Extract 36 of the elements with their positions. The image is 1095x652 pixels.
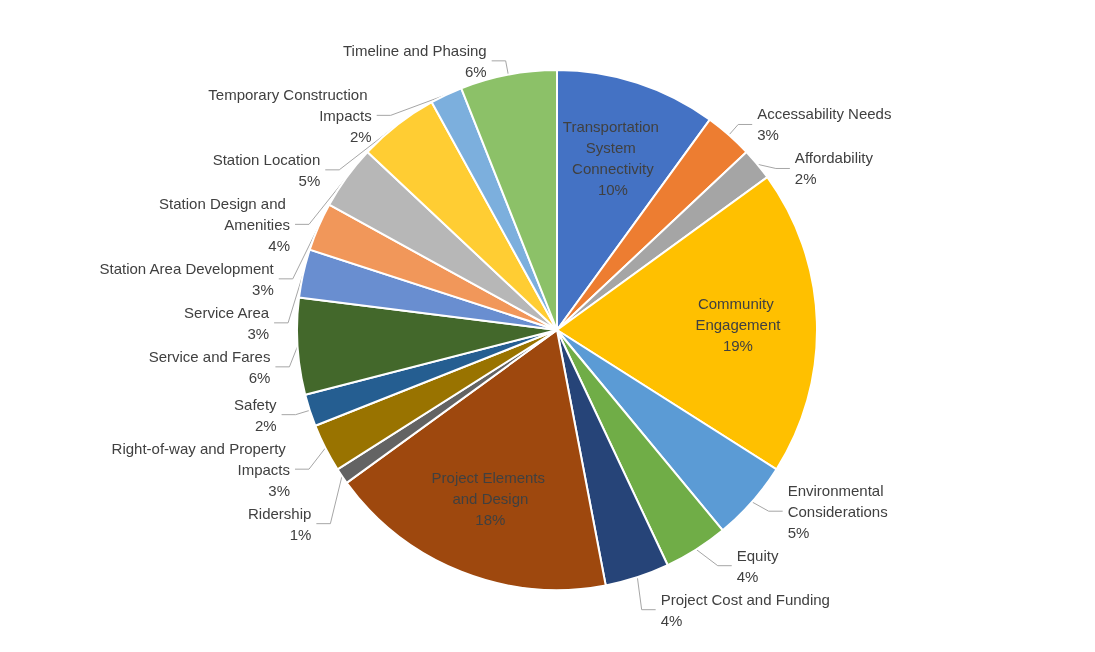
data-label: 19% <box>722 336 753 354</box>
slice-label: Affordability <box>794 149 874 167</box>
data-label: 3% <box>252 280 274 298</box>
data-label: 2% <box>254 416 277 434</box>
data-label: 4% <box>268 236 291 254</box>
data-label: 5% <box>298 171 321 189</box>
data-label: 6% <box>248 368 271 386</box>
slice-label: Environmental Considerations <box>787 481 888 520</box>
slice-label: Equity <box>736 546 779 564</box>
data-label: 2% <box>350 127 372 145</box>
slice-label: Timeline and Phasing <box>342 41 487 59</box>
data-label: 3% <box>757 126 779 144</box>
data-label: 3% <box>268 481 290 499</box>
slice-label: Service Area <box>184 303 270 321</box>
slice-label: Safety <box>234 395 278 413</box>
slice-label: Right-of-way and Property Impacts <box>111 439 290 478</box>
slice-label: Station Location <box>212 150 321 168</box>
slice-label: Service and Fares <box>148 347 271 365</box>
data-label: 1% <box>289 525 312 543</box>
slice-label: Ridership <box>248 504 312 522</box>
data-label: 6% <box>464 62 487 80</box>
data-label: 4% <box>736 567 759 585</box>
data-label: 5% <box>787 523 810 541</box>
slice-label: Accessability Needs <box>757 105 892 123</box>
slice-label: Temporary Construction Impacts <box>208 85 372 124</box>
data-label: 3% <box>247 324 270 342</box>
slice-label: Station Design and Amenities <box>159 194 291 233</box>
slice-label: Transportation System Connectivity <box>562 117 664 177</box>
slice-label: Community Engagement <box>695 294 782 333</box>
data-label: 10% <box>597 180 628 198</box>
data-label: 18% <box>475 510 506 528</box>
data-label: 2% <box>794 170 817 188</box>
slice-label: Project Cost and Funding <box>660 590 830 608</box>
slice-label: Project Elements and Design <box>431 468 550 507</box>
data-label: 4% <box>660 611 683 629</box>
slice-label: Station Area Development <box>99 259 275 277</box>
